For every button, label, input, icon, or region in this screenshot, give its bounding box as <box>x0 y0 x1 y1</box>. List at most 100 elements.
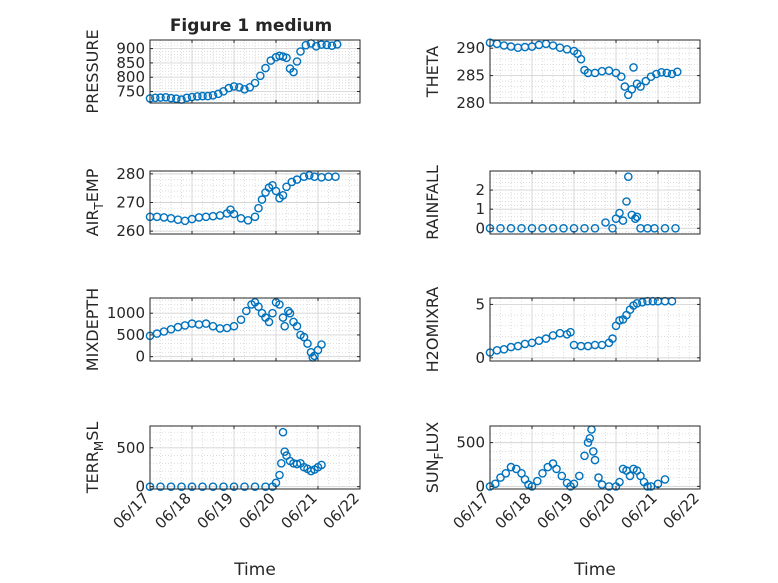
data-point <box>594 473 603 482</box>
x-tick-label: 06/22 <box>320 489 363 532</box>
plot-area <box>490 298 700 361</box>
data-point <box>583 438 593 447</box>
x-tick-label: 06/21 <box>278 489 321 532</box>
data-point <box>620 82 630 91</box>
series-markers <box>145 297 326 362</box>
data-point <box>198 91 207 101</box>
data-point <box>601 218 610 227</box>
y-tick-label: 5 <box>475 295 485 313</box>
axes-frame <box>489 425 701 490</box>
axes-frame <box>489 170 701 235</box>
y-tick-label: 0 <box>475 349 485 367</box>
tick-marks <box>489 171 701 234</box>
data-point <box>632 212 642 222</box>
data-point <box>332 40 342 49</box>
axes-frame <box>149 425 361 490</box>
y-tick-label: 280 <box>116 165 145 183</box>
data-point <box>322 40 332 50</box>
tick-marks <box>489 40 701 104</box>
major-grid <box>149 40 361 103</box>
data-point <box>533 476 542 486</box>
tick-marks <box>489 298 701 361</box>
data-point <box>317 460 326 470</box>
y-tick-label: 850 <box>116 54 145 72</box>
x-tick-label: 06/21 <box>618 489 661 532</box>
data-point <box>271 186 281 196</box>
data-point <box>282 53 291 63</box>
data-point <box>625 471 635 481</box>
y-axis-label: AIRTEMP <box>83 168 106 236</box>
data-point <box>268 308 277 318</box>
data-point <box>617 72 626 81</box>
data-point <box>254 302 263 312</box>
data-point <box>636 471 645 481</box>
data-point <box>671 223 680 233</box>
tick-marks <box>149 171 361 234</box>
data-point <box>590 455 600 465</box>
y-axis-label: TERRMSL <box>83 422 106 495</box>
y-axis-label: MIXDEPTH <box>83 288 102 371</box>
data-point <box>234 83 244 92</box>
data-point <box>166 93 176 103</box>
data-point <box>275 470 284 480</box>
data-point <box>673 67 682 77</box>
data-point <box>280 321 290 331</box>
y-axis-label: H2OMIXRA <box>423 287 442 373</box>
y-tick-label: 260 <box>116 222 145 240</box>
data-point <box>192 92 202 101</box>
data-point <box>229 209 239 219</box>
data-point <box>548 223 558 233</box>
y-tick-label: 0 <box>475 219 485 237</box>
data-point <box>203 91 213 101</box>
data-point <box>299 332 309 342</box>
x-axis-label: Time <box>573 560 616 580</box>
y-tick-label: 500 <box>116 439 145 457</box>
data-point <box>171 94 181 103</box>
axes-frame <box>149 39 361 104</box>
data-point <box>236 315 246 325</box>
data-point <box>229 321 239 331</box>
data-point <box>559 223 568 233</box>
data-point <box>282 182 291 192</box>
data-point <box>622 197 631 206</box>
data-point <box>303 339 312 348</box>
x-tick-label: 06/17 <box>110 489 153 532</box>
data-point <box>632 298 642 308</box>
y-tick-label: 280 <box>456 94 485 112</box>
x-tick-label: 06/20 <box>236 489 279 532</box>
data-point <box>304 170 314 180</box>
data-point <box>245 83 255 92</box>
x-tick-label: 06/18 <box>492 489 535 532</box>
data-point <box>241 306 251 316</box>
data-point <box>667 69 677 79</box>
data-point <box>641 76 651 86</box>
y-tick-label: 500 <box>116 326 145 344</box>
data-point <box>589 447 598 456</box>
data-point <box>198 482 207 492</box>
data-point <box>643 482 652 491</box>
y-axis-label: RAINFALL <box>423 165 442 240</box>
data-point <box>243 215 253 225</box>
data-point <box>301 40 311 50</box>
x-tick-label: 06/22 <box>660 489 703 532</box>
data-point <box>496 473 505 482</box>
subplot-p3: 260 270 280 AIRTEMP <box>83 165 361 240</box>
data-point <box>240 482 249 492</box>
subplot-p2: 280 285 290 THETA <box>423 38 701 112</box>
data-point <box>657 68 666 77</box>
data-point <box>660 223 670 233</box>
data-point <box>257 195 267 204</box>
x-tick-label: 06/19 <box>194 489 237 532</box>
data-point <box>156 93 165 102</box>
data-point <box>575 471 584 481</box>
tick-marks <box>489 426 701 489</box>
data-point <box>229 482 239 492</box>
data-point <box>264 317 274 327</box>
subplot-p5: 0 500 1000 MIXDEPTH <box>83 288 361 371</box>
data-point <box>629 63 638 72</box>
data-point <box>276 458 286 468</box>
x-axis-label: Time <box>233 560 276 580</box>
data-point <box>538 223 547 233</box>
